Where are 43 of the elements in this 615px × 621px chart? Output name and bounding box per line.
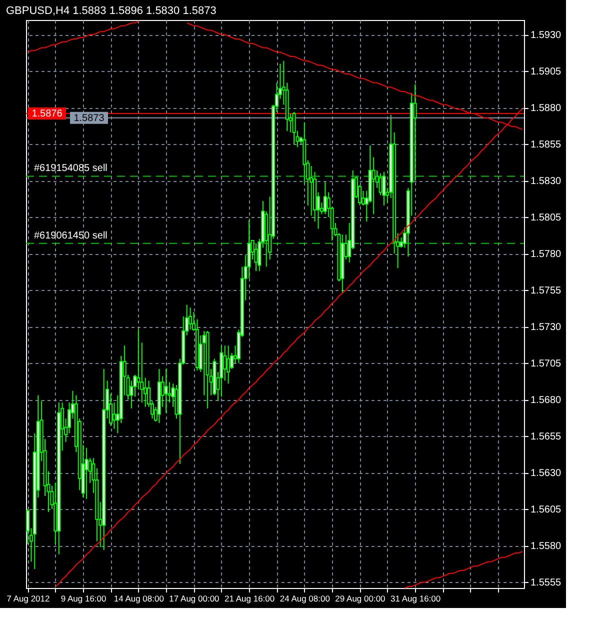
y-tick-label: 1.5705 (530, 358, 562, 370)
x-tick-label: 17 Aug 00:00 (169, 594, 220, 604)
y-tick-label: 1.5580 (530, 541, 562, 552)
candlestick (164, 368, 168, 414)
y-tick-label: 1.5830 (530, 176, 562, 188)
y-tick-label: 1.5655 (530, 432, 562, 443)
x-tick-label: 7 Aug 2012 (6, 594, 50, 604)
candlestick (223, 345, 227, 382)
y-tick-label: 1.5680 (530, 395, 562, 406)
x-tick-label: 21 Aug 16:00 (224, 594, 275, 604)
candlestick (382, 171, 386, 206)
ref-line-label: #619154085 sell (34, 163, 108, 174)
ref-line-label: 1.5876 (32, 108, 63, 120)
candlestick (413, 84, 417, 182)
y-tick-label: 1.5780 (530, 249, 562, 260)
y-tick-label: 1.5930 (530, 30, 562, 42)
candlestick (292, 111, 296, 145)
x-tick-label: 14 Aug 08:00 (114, 594, 164, 604)
line-series (27, 20, 139, 53)
y-tick-label: 1.5630 (530, 468, 562, 480)
candlestick (323, 182, 327, 215)
line-series (404, 550, 523, 588)
candlestick (254, 242, 258, 272)
ref-line-label: 1.5873 (74, 112, 105, 124)
y-tick-label: 1.5905 (530, 66, 562, 78)
candlestick (112, 402, 116, 430)
x-tick-label: 9 Aug 16:00 (60, 594, 107, 604)
y-tick-label: 1.5555 (530, 578, 562, 589)
y-tick-label: 1.5880 (530, 103, 562, 114)
ref-line-label: #619061450 sell (34, 230, 108, 242)
y-tick-label: 1.5855 (530, 140, 562, 151)
candlestick (226, 345, 230, 384)
y-tick-label: 1.5605 (530, 504, 562, 516)
candlestick (372, 156, 376, 215)
x-tick-label: 24 Aug 08:00 (280, 594, 330, 604)
y-tick-label: 1.5755 (530, 286, 562, 297)
candlestick (378, 172, 382, 196)
chart-title: GBPUSD,H4 1.5883 1.5896 1.5830 1.5873 (6, 5, 216, 17)
y-tick-label: 1.5805 (530, 212, 562, 224)
y-tick-label: 1.5730 (530, 322, 562, 334)
x-tick-label: 29 Aug 00:00 (335, 594, 386, 604)
x-tick-label: 31 Aug 16:00 (390, 594, 441, 604)
candlestick (202, 330, 206, 396)
